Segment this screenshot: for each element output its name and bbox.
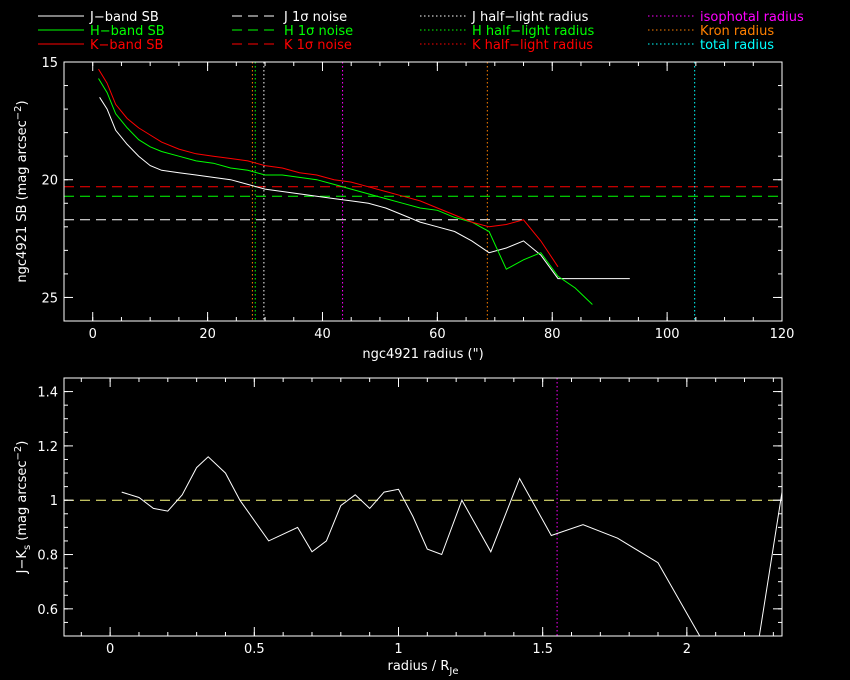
legend-label-3: J 1σ noise [283,10,347,25]
panel1-ytick-label-3: 1.2 [37,440,58,455]
legend-label-11: total radius [700,38,774,53]
panel0-xtick-label-1: 20 [199,327,216,342]
panel1-x-axis-title: radius / RJe [388,659,459,677]
panel0-ytick-label-1: 20 [41,174,58,189]
panel1-y-axis-title-sub: s [22,545,33,550]
panel1-ytick-label-4: 1.4 [37,386,58,401]
legend-label-6: J half−light radius [471,10,589,25]
panel1-ytick-label-1: 0.8 [37,549,58,564]
panel0-xtick-label-4: 80 [544,327,561,342]
panel1-xtick-label-0: 0 [106,642,114,657]
panel1-y-axis-title-tail: (mag arcsec [15,461,30,545]
panel0-ytick-label-2: 25 [41,291,58,306]
legend-label-1: H−band SB [90,24,165,39]
panel1-y-axis-title-main: J−K [15,550,30,575]
panel1-xtick-label-1: 0.5 [244,642,265,657]
legend-label-4: H 1σ noise [284,24,353,39]
panel0-plot-frame [63,61,783,322]
panel0-y-axis-title-tail: ) [15,100,30,105]
legend-label-7: H half−light radius [472,24,595,39]
panel0-series-line-0 [99,97,630,280]
panel1-y-axis-title-end: ) [15,441,30,446]
panel1-ytick-label-2: 1 [50,494,58,509]
panel1-y-axis-title: J−Ks (mag arcsec−2) [13,441,33,575]
panel0-x-axis-title: ngc4921 radius (") [362,347,483,362]
legend-label-8: K half−light radius [472,38,593,53]
panel0-series-line-2 [98,68,559,268]
panel1-y-axis-title-sup: −2 [13,446,24,461]
legend-label-0: J−band SB [89,10,159,25]
panel1-xtick-label-3: 1.5 [532,642,553,657]
panel0-xtick-label-0: 0 [89,327,97,342]
panel0-y-axis-title-sup: −2 [13,105,24,120]
panel0-xtick-label-5: 100 [655,327,680,342]
panel1-xtick-label-2: 1 [394,642,402,657]
panel1-x-axis-title-sub: Je [448,666,458,677]
panel0-y-axis-title-main: ngc4921 SB (mag arcsec [15,120,30,282]
panel0-ytick-label-0: 15 [41,56,58,71]
panel1-plot-frame [63,377,783,637]
panel0-xtick-label-2: 40 [314,327,331,342]
panel0-xtick-label-6: 120 [770,327,795,342]
panel1-xtick-label-4: 2 [683,642,691,657]
legend-label-2: K−band SB [90,38,163,53]
panel1-ytick-label-0: 0.6 [37,603,58,618]
legend-label-5: K 1σ noise [284,38,352,53]
panel1-series-line-0 [121,456,782,636]
panel0-series-line-1 [98,78,593,305]
legend-label-10: Kron radius [700,24,774,39]
panel1-x-axis-title-main: radius / R [388,659,450,674]
panel0-xtick-label-3: 60 [429,327,446,342]
panel0-y-axis-title: ngc4921 SB (mag arcsec−2) [13,100,30,282]
legend-label-9: isophotal radius [700,10,804,25]
